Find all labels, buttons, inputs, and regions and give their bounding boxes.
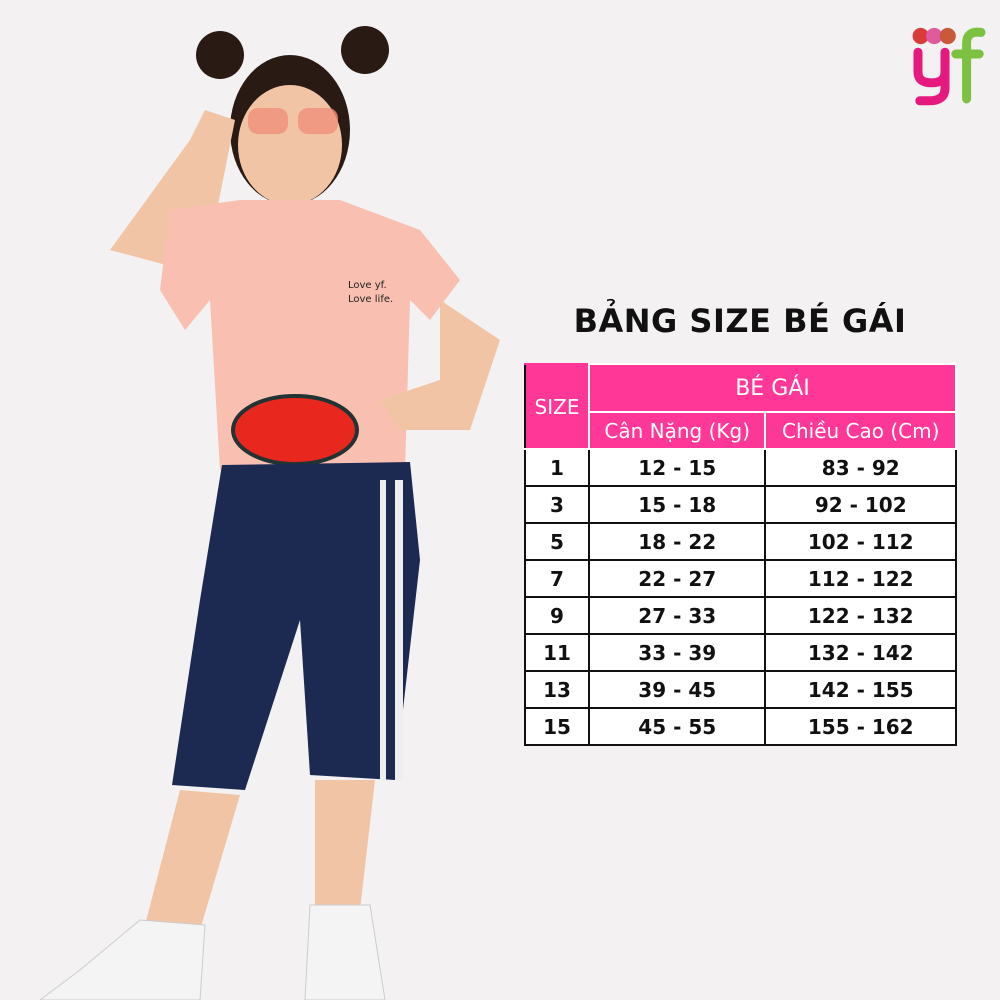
cell-size: 3 — [524, 485, 590, 524]
weight-header: Cân Nặng (Kg) — [587, 411, 767, 450]
table-row: 7 22 - 27 112 - 122 — [524, 559, 957, 598]
cell-height: 155 - 162 — [764, 707, 957, 746]
cell-height: 112 - 122 — [764, 559, 957, 598]
cell-size: 1 — [524, 448, 590, 487]
cell-height: 102 - 112 — [764, 522, 957, 561]
cell-weight: 18 - 22 — [587, 522, 767, 561]
cell-size: 15 — [524, 707, 590, 746]
cell-height: 132 - 142 — [764, 633, 957, 672]
cell-size: 9 — [524, 596, 590, 635]
table-row: 1 12 - 15 83 - 92 — [524, 448, 957, 487]
table-row: 11 33 - 39 132 - 142 — [524, 633, 957, 672]
group-header: BÉ GÁI — [588, 363, 957, 413]
cell-size: 11 — [524, 633, 590, 672]
cell-height: 122 - 132 — [764, 596, 957, 635]
cell-size: 7 — [524, 559, 590, 598]
table-row: 13 39 - 45 142 - 155 — [524, 670, 957, 709]
size-table: SIZE BÉ GÁI Cân Nặng (Kg) Chiều Cao (Cm)… — [524, 363, 957, 746]
cell-height: 92 - 102 — [764, 485, 957, 524]
table-row: 9 27 - 33 122 - 132 — [524, 596, 957, 635]
cell-weight: 33 - 39 — [587, 633, 767, 672]
cell-weight: 45 - 55 — [587, 707, 767, 746]
cell-weight: 22 - 27 — [587, 559, 767, 598]
cell-size: 13 — [524, 670, 590, 709]
height-header: Chiều Cao (Cm) — [764, 411, 957, 450]
yf-logo — [912, 27, 986, 106]
shirt-print-line2: Love life. — [348, 294, 393, 305]
cell-weight: 15 - 18 — [587, 485, 767, 524]
table-row: 15 45 - 55 155 - 162 — [524, 707, 957, 746]
table-row: 5 18 - 22 102 - 112 — [524, 522, 957, 561]
cell-weight: 27 - 33 — [587, 596, 767, 635]
cell-height: 83 - 92 — [764, 448, 957, 487]
page-title: BẢNG SIZE BÉ GÁI — [573, 302, 907, 340]
table-row: 3 15 - 18 92 - 102 — [524, 485, 957, 524]
model-photo: Love yf. Love life. — [39, 26, 500, 1000]
cell-weight: 12 - 15 — [587, 448, 767, 487]
cell-weight: 39 - 45 — [587, 670, 767, 709]
cell-size: 5 — [524, 522, 590, 561]
shirt-print-line1: Love yf. — [348, 280, 387, 291]
cell-height: 142 - 155 — [764, 670, 957, 709]
size-header: SIZE — [524, 363, 590, 450]
